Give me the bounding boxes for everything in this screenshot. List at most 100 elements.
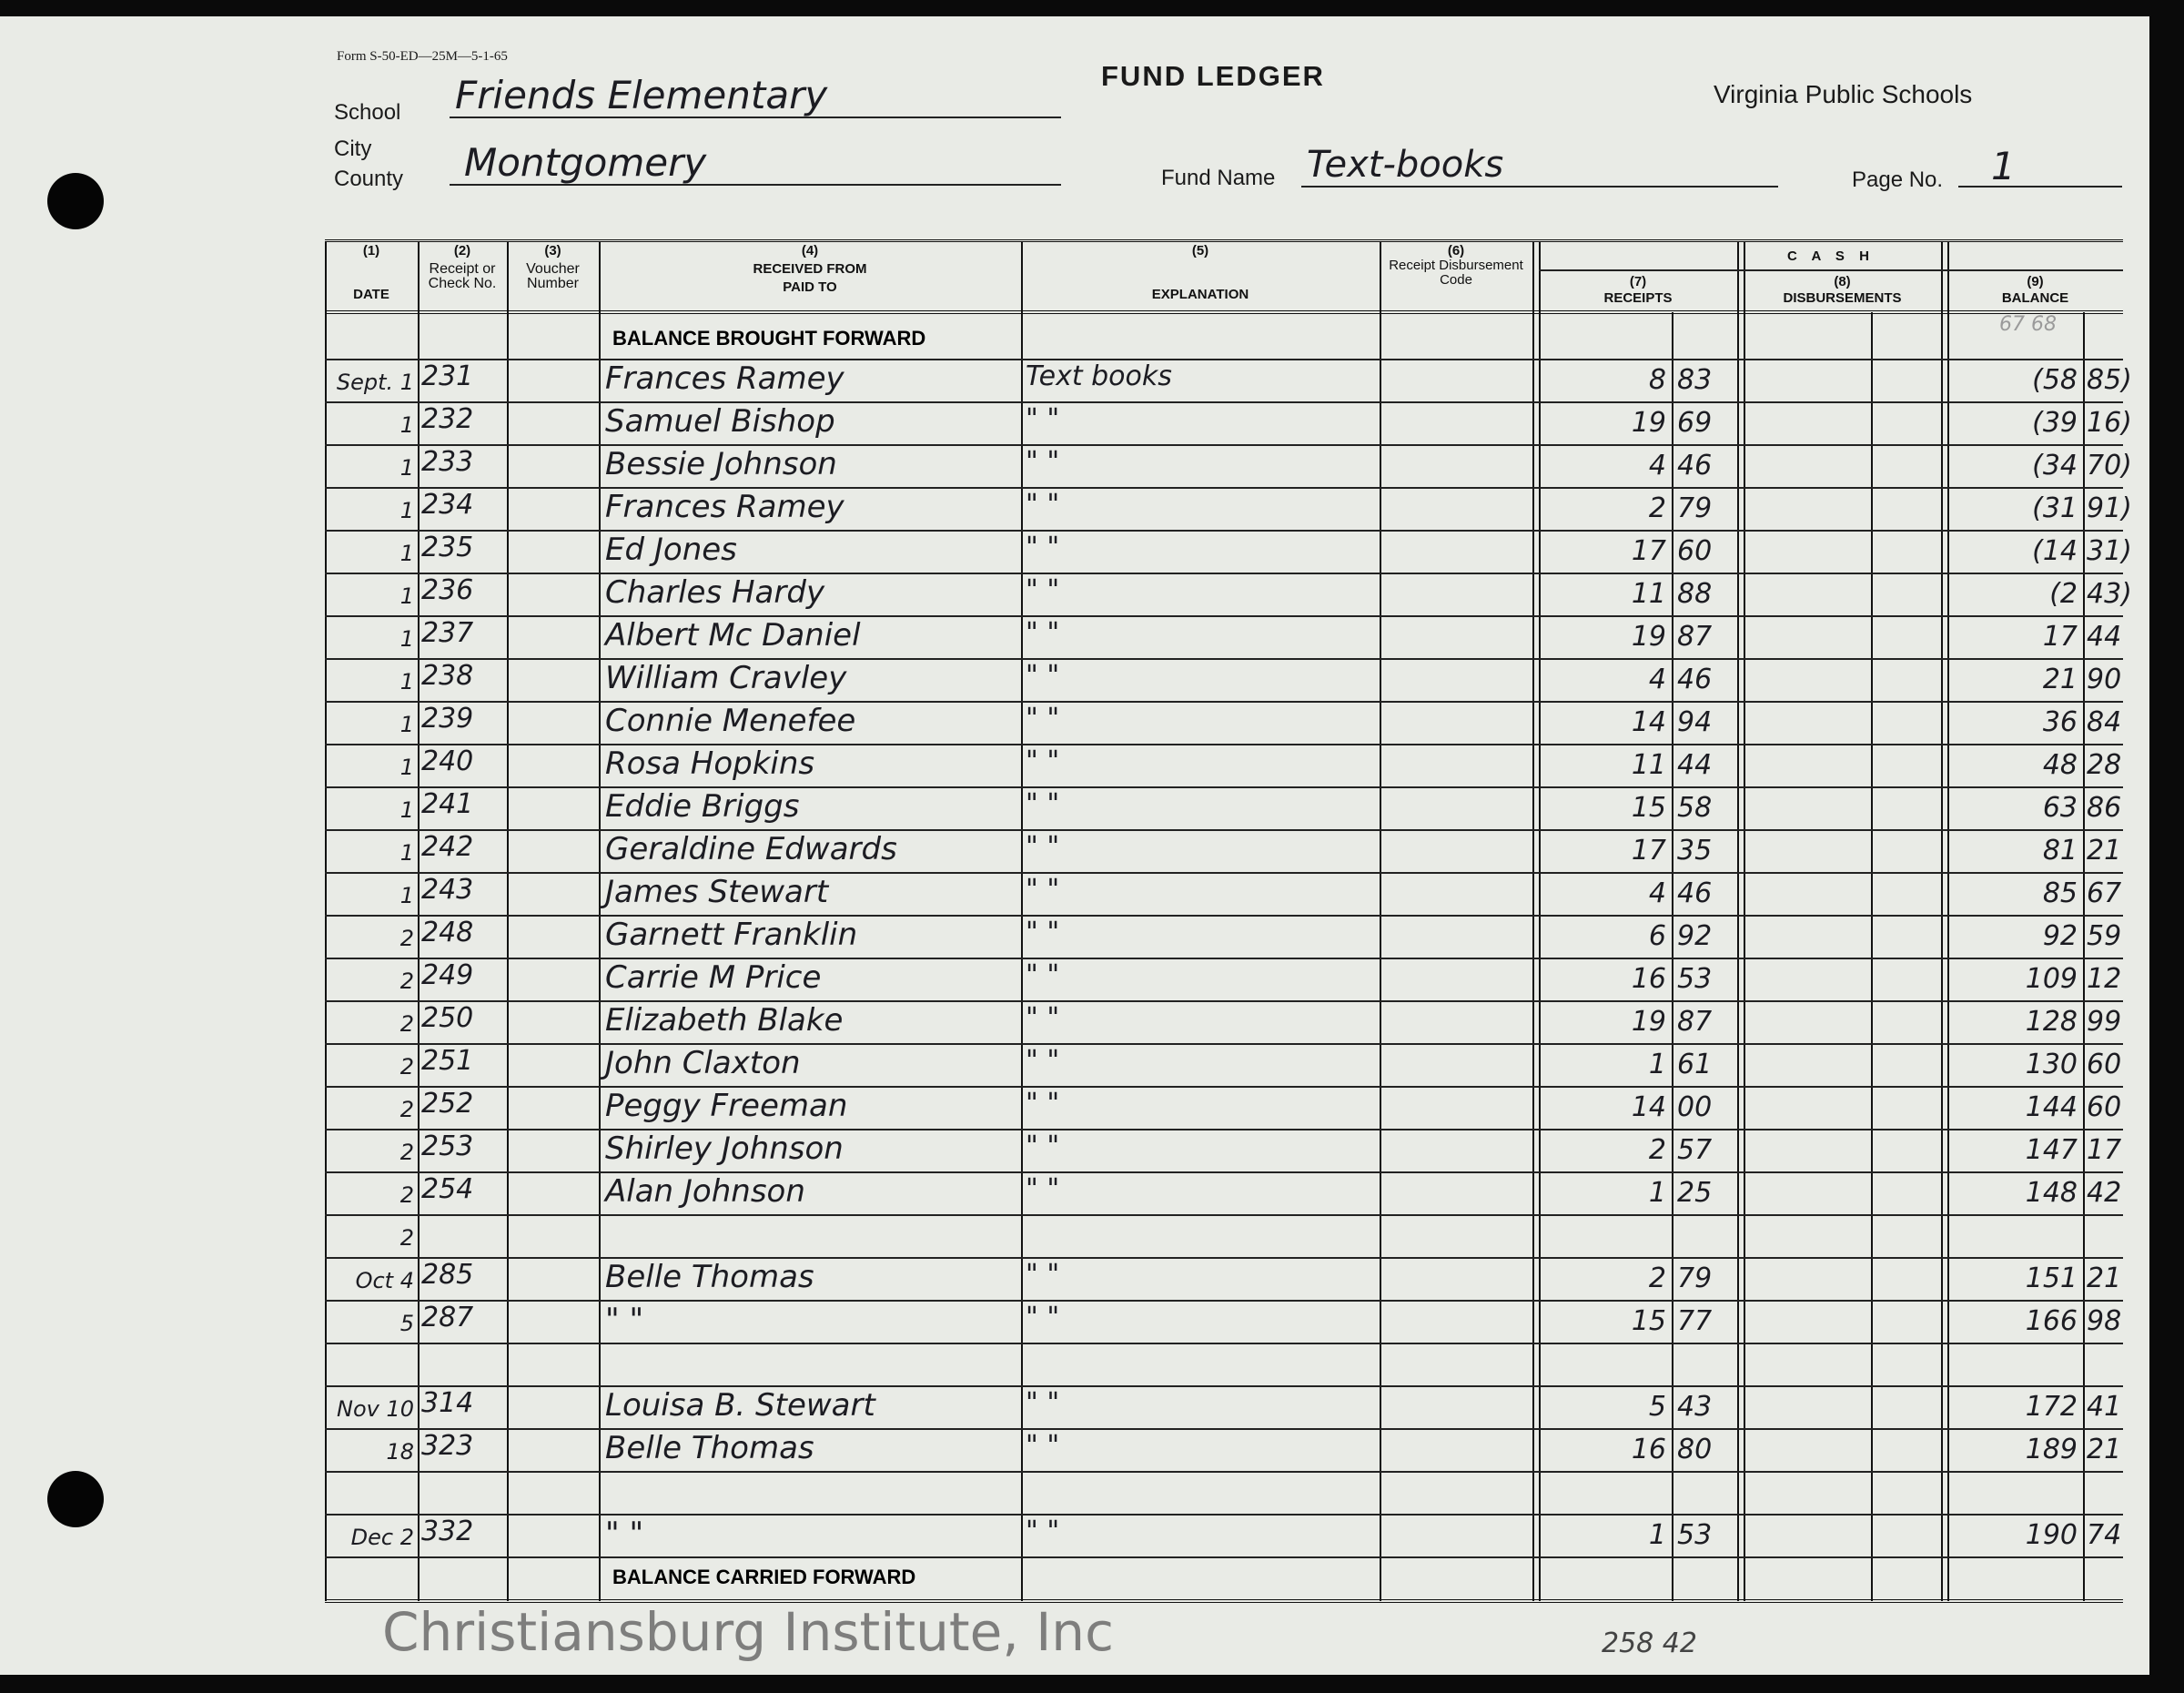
row-receipt-dollars: 4 bbox=[1648, 664, 1666, 695]
row-receipt-cents: 53 bbox=[1677, 963, 1713, 995]
row-date: 2 bbox=[399, 1011, 414, 1037]
row-explanation: " " bbox=[1026, 1173, 1060, 1205]
footer-total: 258 42 bbox=[1602, 1627, 1697, 1659]
row-receipt-dollars: 11 bbox=[1631, 749, 1666, 781]
row-check-no: 248 bbox=[421, 917, 474, 948]
row-rule bbox=[325, 1214, 2123, 1216]
column-rule bbox=[418, 242, 420, 1601]
row-date: Oct 4 bbox=[355, 1268, 414, 1293]
row-receipt-dollars: 5 bbox=[1648, 1391, 1666, 1423]
row-date: 5 bbox=[399, 1311, 414, 1336]
row-receipt-dollars: 1 bbox=[1648, 1049, 1666, 1080]
col-header-cash: C A S H bbox=[1787, 248, 1875, 264]
row-date: 2 bbox=[399, 1097, 414, 1122]
row-check-no: 241 bbox=[421, 788, 474, 820]
row-receipt-dollars: 14 bbox=[1631, 1091, 1666, 1123]
row-receipt-dollars: 2 bbox=[1648, 492, 1666, 524]
county-label: County bbox=[334, 167, 404, 191]
row-receipt-cents: 44 bbox=[1677, 749, 1713, 781]
row-rule bbox=[325, 530, 2123, 532]
row-explanation: " " bbox=[1026, 703, 1060, 735]
row-name: Charles Hardy bbox=[605, 574, 825, 611]
row-receipt-dollars: 14 bbox=[1631, 706, 1666, 738]
row-name: Frances Ramey bbox=[605, 489, 844, 525]
row-check-no: 243 bbox=[421, 874, 474, 906]
row-balance-dollars: 63 bbox=[2042, 792, 2078, 824]
row-balance-dollars: 147 bbox=[2025, 1134, 2078, 1166]
row-check-no: 314 bbox=[421, 1387, 474, 1419]
row-check-no: 242 bbox=[421, 831, 474, 863]
row-balance-cents: 16) bbox=[2087, 407, 2132, 439]
row-date: 1 bbox=[399, 669, 414, 694]
row-check-no: 252 bbox=[421, 1088, 474, 1120]
row-explanation: " " bbox=[1026, 745, 1060, 777]
row-receipt-cents: 43 bbox=[1677, 1391, 1713, 1423]
row-receipt-dollars: 8 bbox=[1648, 364, 1666, 396]
row-check-no: 231 bbox=[421, 360, 474, 392]
row-check-no: 240 bbox=[421, 745, 474, 777]
row-balance-cents: 74 bbox=[2087, 1519, 2122, 1551]
row-balance-dollars: 166 bbox=[2025, 1305, 2078, 1337]
row-explanation: " " bbox=[1026, 532, 1060, 563]
row-date: 2 bbox=[399, 1182, 414, 1208]
row-date: 2 bbox=[399, 1225, 414, 1251]
col-num: (5) bbox=[1191, 243, 1209, 259]
row-balance-cents: 44 bbox=[2087, 621, 2122, 653]
row-receipt-cents: 57 bbox=[1677, 1134, 1713, 1166]
row-balance-cents: 86 bbox=[2087, 792, 2122, 824]
row-rule bbox=[325, 1171, 2123, 1173]
row-balance-dollars: 81 bbox=[2042, 835, 2078, 867]
row-name: Ed Jones bbox=[605, 532, 737, 568]
row-date: 1 bbox=[399, 883, 414, 908]
row-check-no: 239 bbox=[421, 703, 474, 735]
column-rule bbox=[1941, 242, 1943, 1601]
row-name: Belle Thomas bbox=[605, 1430, 814, 1466]
row-rule bbox=[325, 1556, 2123, 1558]
row-receipt-cents: 53 bbox=[1677, 1519, 1713, 1551]
column-rule bbox=[1871, 312, 1873, 1601]
fund-name-value: Text-books bbox=[1307, 144, 1504, 186]
row-explanation: " " bbox=[1026, 489, 1060, 521]
row-date: Sept. 1 bbox=[336, 370, 414, 395]
row-receipt-dollars: 19 bbox=[1631, 1006, 1666, 1038]
row-receipt-cents: 92 bbox=[1677, 920, 1713, 952]
row-explanation: " " bbox=[1026, 1387, 1060, 1419]
row-receipt-dollars: 6 bbox=[1648, 920, 1666, 952]
row-name: Eddie Briggs bbox=[605, 788, 800, 825]
row-balance-dollars: 172 bbox=[2025, 1391, 2078, 1423]
col-num: (7) bbox=[1629, 274, 1647, 289]
row-name: Carrie M Price bbox=[605, 959, 822, 996]
table-bottom-rule bbox=[325, 1599, 2123, 1603]
row-balance-cents: 21 bbox=[2087, 1434, 2122, 1465]
row-receipt-cents: 87 bbox=[1677, 1006, 1713, 1038]
row-receipt-dollars: 11 bbox=[1631, 578, 1666, 610]
row-rule bbox=[325, 1300, 2123, 1302]
school-value: Friends Elementary bbox=[455, 73, 828, 117]
row-receipt-cents: 58 bbox=[1677, 792, 1713, 824]
row-date: Nov 10 bbox=[336, 1396, 414, 1422]
balance-carried-forward-label: BALANCE CARRIED FORWARD bbox=[612, 1566, 916, 1588]
row-date: 1 bbox=[399, 412, 414, 438]
form-number: Form S-50-ED—25M—5-1-65 bbox=[337, 49, 508, 64]
row-explanation: " " bbox=[1026, 1430, 1060, 1462]
row-receipt-dollars: 16 bbox=[1631, 1434, 1666, 1465]
row-balance-cents: 91) bbox=[2087, 492, 2132, 524]
row-date: 1 bbox=[399, 541, 414, 566]
row-balance-cents: 98 bbox=[2087, 1305, 2122, 1337]
row-check-no: 236 bbox=[421, 574, 474, 606]
row-rule bbox=[325, 1343, 2123, 1344]
row-receipt-cents: 94 bbox=[1677, 706, 1713, 738]
row-rule bbox=[325, 444, 2123, 446]
row-receipt-cents: 69 bbox=[1677, 407, 1713, 439]
row-check-no: 233 bbox=[421, 446, 474, 478]
row-name: " " bbox=[605, 1516, 644, 1552]
row-balance-dollars: 92 bbox=[2042, 920, 2078, 952]
row-explanation: " " bbox=[1026, 1516, 1060, 1547]
row-date: 2 bbox=[399, 968, 414, 994]
row-balance-dollars: 48 bbox=[2042, 749, 2078, 781]
row-receipt-cents: 60 bbox=[1677, 535, 1713, 567]
row-explanation: " " bbox=[1026, 788, 1060, 820]
row-balance-cents: 85) bbox=[2087, 364, 2132, 396]
column-rule bbox=[599, 242, 601, 1601]
row-balance-dollars: (2 bbox=[2049, 578, 2078, 610]
